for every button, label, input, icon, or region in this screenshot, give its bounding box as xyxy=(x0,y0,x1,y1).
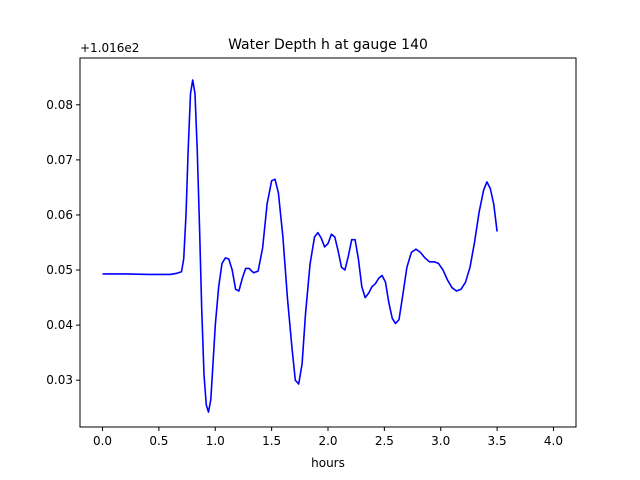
y-axis-ticks: 0.03 0.04 0.05 0.06 0.07 0.08 xyxy=(46,98,80,387)
x-tick-label: 0.5 xyxy=(149,434,168,448)
x-tick-label: 1.5 xyxy=(262,434,281,448)
plot-area: 0.0 0.5 1.0 1.5 2.0 2.5 3.0 3.5 4.0 0.03 0.04 0.05… xyxy=(46,57,577,448)
y-tick-label: 0.06 xyxy=(46,208,73,222)
x-axis-label: hours xyxy=(311,456,345,470)
x-tick-label: 2.0 xyxy=(318,434,337,448)
x-tick-label: 2.5 xyxy=(375,434,394,448)
x-axis-ticks: 0.0 0.5 1.0 1.5 2.0 2.5 3.0 3.5 4.0 xyxy=(93,427,563,448)
x-tick-label: 3.5 xyxy=(488,434,507,448)
line-layer xyxy=(102,79,498,413)
y-offset-label: +1.016e2 xyxy=(80,41,139,55)
x-tick-label: 3.0 xyxy=(431,434,450,448)
y-tick-label: 0.05 xyxy=(46,263,73,277)
y-tick-label: 0.03 xyxy=(46,373,73,387)
series-line-0 xyxy=(102,79,498,413)
y-tick-label: 0.07 xyxy=(46,153,73,167)
chart-title: Water Depth h at gauge 140 xyxy=(228,37,428,53)
y-tick-label: 0.08 xyxy=(46,98,73,112)
y-tick-label: 0.04 xyxy=(46,318,73,332)
x-tick-label: 4.0 xyxy=(544,434,563,448)
x-tick-label: 0.0 xyxy=(93,434,112,448)
x-tick-label: 1.0 xyxy=(206,434,225,448)
